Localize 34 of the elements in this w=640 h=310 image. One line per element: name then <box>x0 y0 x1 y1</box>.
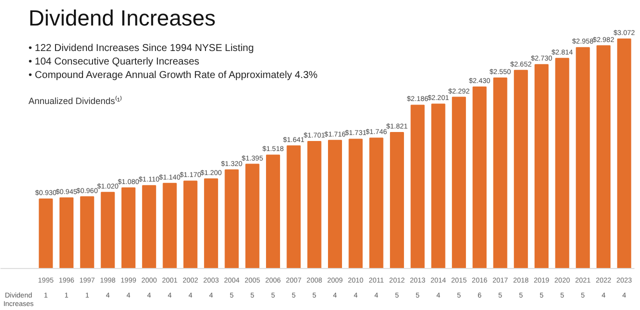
bar <box>224 169 239 268</box>
bar <box>121 187 136 268</box>
bar <box>328 140 342 268</box>
bar <box>369 138 384 268</box>
bar <box>204 178 218 268</box>
bar <box>555 58 570 268</box>
bar <box>245 164 260 268</box>
bar <box>286 145 301 268</box>
bar <box>431 104 446 268</box>
bar <box>266 154 280 268</box>
bar <box>80 196 94 268</box>
bar <box>410 104 425 268</box>
bar <box>493 78 508 268</box>
bar <box>390 132 404 268</box>
bar <box>534 64 549 268</box>
annotation: • 122 Dividend Increases Since 1994 NYSE Listing <box>28 43 254 54</box>
bar <box>142 185 156 268</box>
bar <box>183 180 198 268</box>
annotation: • Compound Average Annual Growth Rate of Approximately 4.3% <box>28 70 318 82</box>
bar <box>348 138 363 268</box>
annotation: • 104 Consecutive Quarterly Increases <box>28 56 200 68</box>
bar <box>617 38 632 268</box>
bar <box>576 47 590 268</box>
bar <box>307 140 322 268</box>
bar <box>514 70 528 268</box>
bar <box>59 197 74 268</box>
bar <box>38 198 53 268</box>
bar <box>162 182 177 268</box>
bar <box>472 86 487 268</box>
chart-title: Dividend Increases <box>28 5 216 30</box>
bar <box>596 45 611 268</box>
text: Annualized Dividends⁽¹⁾ <box>28 94 122 106</box>
bar <box>452 96 466 268</box>
bar <box>100 192 115 268</box>
